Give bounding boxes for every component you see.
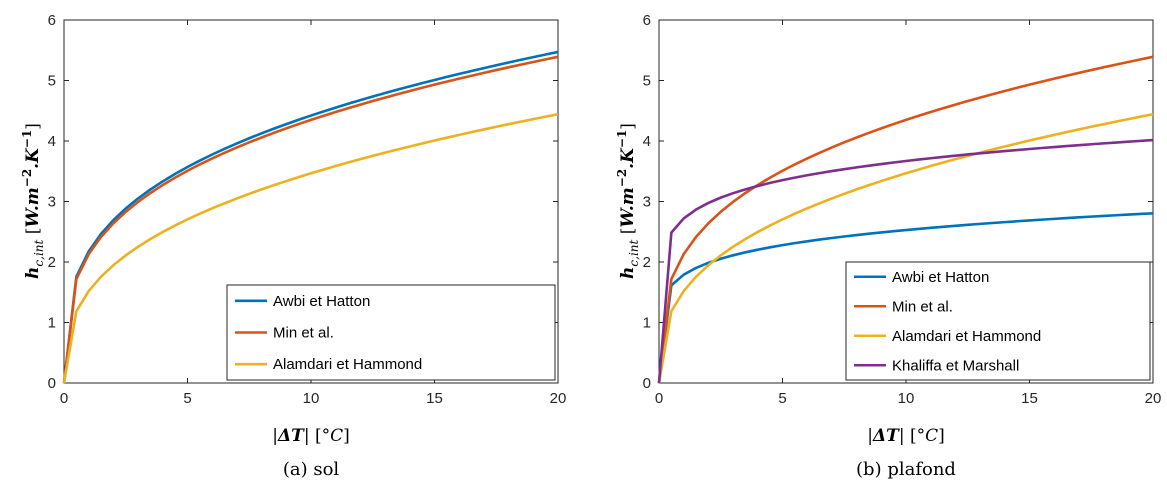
x-tick-label: 0 xyxy=(60,390,68,407)
y-tick-label: 6 xyxy=(48,12,56,29)
x-tick-label: 10 xyxy=(898,390,915,407)
x-axis-label: |ΔT| [°C] xyxy=(867,426,945,446)
chart-panel-sol: 0 5 10 15 20 0 1 2 3 4 5 6 Awbi et Hatton Min et al… xyxy=(20,12,566,480)
x-tick-label: 0 xyxy=(655,390,663,407)
y-tick-label: 5 xyxy=(48,73,56,90)
y-tick-label: 3 xyxy=(643,194,651,211)
series-line-1 xyxy=(657,55,1154,384)
y-tick-label: 3 xyxy=(48,194,56,211)
series-lines xyxy=(657,55,1154,384)
y-tick-label: 0 xyxy=(48,375,56,392)
x-tick-label: 5 xyxy=(183,390,191,407)
y-tick-label: 0 xyxy=(643,375,651,392)
series-line-0 xyxy=(62,50,559,384)
y-tick-label: 6 xyxy=(643,12,651,29)
caption: (a) sol xyxy=(283,459,340,480)
x-axis-label: |ΔT| [°C] xyxy=(272,426,350,446)
x-tick-label: 20 xyxy=(550,390,567,407)
x-tick-label: 20 xyxy=(1145,390,1162,407)
y-tick-label: 4 xyxy=(48,133,56,150)
series-line-3 xyxy=(657,138,1154,384)
chart-panel-plafond: 0 5 10 15 20 0 1 2 3 4 5 6 Awbi et Hatton Min et al… xyxy=(615,12,1161,480)
y-tick-label: 1 xyxy=(643,315,651,332)
x-tick-label: 10 xyxy=(303,390,320,407)
x-tick-label: 15 xyxy=(426,390,443,407)
legend-label: Alamdari et Hammond xyxy=(273,356,422,373)
series-line-2 xyxy=(62,112,559,384)
y-tick-label: 2 xyxy=(48,254,56,271)
legend-box xyxy=(226,284,556,381)
series-line-2 xyxy=(657,112,1154,384)
x-tick-label: 5 xyxy=(778,390,786,407)
y-ticks: 0 1 2 3 4 5 6 xyxy=(48,12,558,392)
legend-label: Alamdari et Hammond xyxy=(892,328,1041,345)
legend-label: Min et al. xyxy=(273,325,334,342)
y-ticks: 0 1 2 3 4 5 6 xyxy=(643,12,1153,392)
legend-label: Awbi et Hatton xyxy=(273,293,370,310)
series-line-1 xyxy=(62,55,559,384)
caption: (b) plafond xyxy=(856,459,956,480)
legend-label: Min et al. xyxy=(892,298,953,315)
legend-label: Khaliffa et Marshall xyxy=(892,357,1019,374)
y-tick-label: 2 xyxy=(643,254,651,271)
y-axis-label: hc,int [W.m−2.K−1] xyxy=(615,123,641,279)
y-tick-label: 4 xyxy=(643,133,651,150)
y-tick-label: 1 xyxy=(48,315,56,332)
x-tick-label: 15 xyxy=(1021,390,1038,407)
legend: Awbi et Hatton Min et al. Alamdari et Hamm… xyxy=(226,284,556,381)
legend-box xyxy=(845,261,1151,381)
legend-label: Awbi et Hatton xyxy=(892,269,989,286)
series-lines xyxy=(62,50,559,384)
series-line-0 xyxy=(657,211,1154,384)
y-axis-label: hc,int [W.m−2.K−1] xyxy=(20,123,46,279)
legend: Awbi et Hatton Min et al. Alamdari et Hamm… xyxy=(845,261,1151,381)
y-tick-label: 5 xyxy=(643,73,651,90)
